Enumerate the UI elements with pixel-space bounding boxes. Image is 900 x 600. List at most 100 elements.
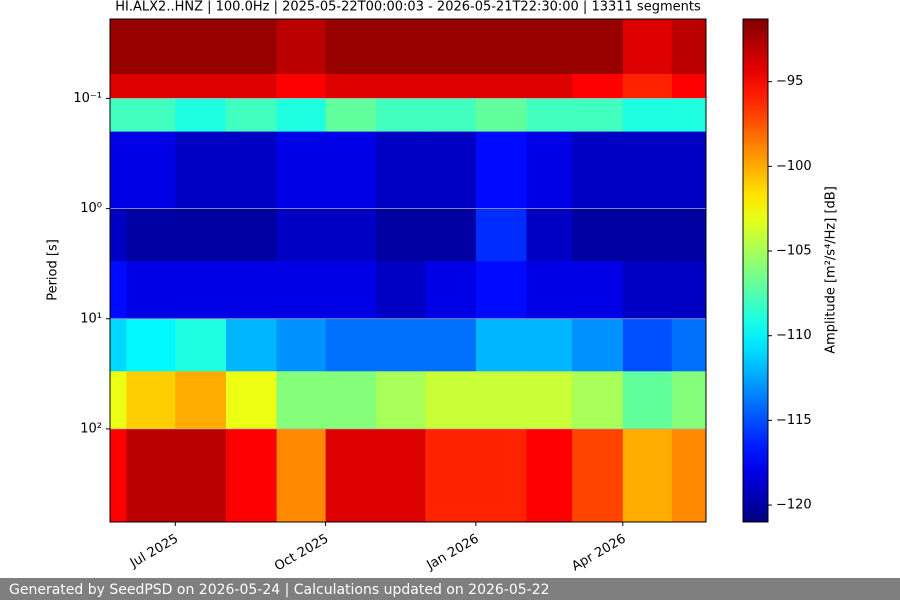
heatmap-cell: [475, 428, 527, 523]
heatmap-cell: [110, 261, 127, 320]
heatmap-cell: [671, 74, 707, 99]
heatmap-cell: [526, 98, 573, 133]
heatmap-cell: [325, 318, 377, 372]
heatmap-cell: [376, 74, 426, 99]
heatmap-cell: [572, 208, 624, 262]
heatmap-cell: [376, 318, 426, 372]
heatmap-cell: [526, 19, 573, 75]
heatmap-cell: [526, 131, 573, 210]
heatmap-cell: [622, 131, 673, 210]
heatmap-cell: [225, 19, 278, 75]
heatmap-cell: [110, 98, 127, 133]
heatmap-cell: [425, 371, 477, 430]
colorbar-label: Amplitude [m²/s⁴/Hz] [dB]: [824, 186, 839, 354]
heatmap-cell: [425, 428, 477, 523]
heatmap-cell: [671, 98, 707, 133]
heatmap-cell: [425, 98, 477, 133]
heatmap-cell: [572, 371, 624, 430]
heatmap-cell: [425, 208, 477, 262]
colorbar-tick-label: −100: [776, 159, 812, 174]
heatmap-cell: [325, 74, 377, 99]
y-axis-label: Period [s]: [46, 239, 61, 301]
heatmap-cell: [126, 131, 176, 210]
heatmap-cell: [175, 428, 227, 523]
heatmap-cell: [225, 318, 278, 372]
y-tick-label: 10¹: [80, 311, 102, 326]
heatmap-cell: [126, 19, 176, 75]
heatmap-cell: [622, 74, 673, 99]
colorbar-tick-label: −120: [776, 498, 812, 513]
heatmap-cell: [622, 318, 673, 372]
heatmap-cell: [325, 371, 377, 430]
footer-bar: [0, 578, 900, 600]
heatmap-cell: [126, 428, 176, 523]
y-tick-label: 10⁻¹: [73, 91, 102, 106]
heatmap-cell: [671, 19, 707, 75]
colorbar: [742, 18, 769, 523]
heatmap-cell: [572, 98, 624, 133]
heatmap-cell: [475, 74, 527, 99]
heatmap-cell: [376, 371, 426, 430]
heatmap-cell: [671, 208, 707, 262]
colorbar-tick-label: −110: [776, 328, 812, 343]
chart-title: HI.ALX2..HNZ | 100.0Hz | 2025-05-22T00:0…: [115, 0, 701, 15]
heatmap-cell: [110, 131, 127, 210]
colorbar-tick-label: −95: [776, 74, 803, 89]
heatmap-cell: [175, 208, 227, 262]
heatmap-cell: [110, 19, 127, 75]
heatmap-cell: [475, 98, 527, 133]
heatmap-cell: [671, 131, 707, 210]
heatmap-cell: [325, 131, 377, 210]
heatmap-cell: [526, 428, 573, 523]
heatmap-cell: [622, 371, 673, 430]
heatmap-cell: [276, 131, 327, 210]
heatmap-cell: [425, 74, 477, 99]
heatmap-cell: [475, 131, 527, 210]
heatmap-cell: [276, 98, 327, 133]
heatmap-cell: [110, 318, 127, 372]
heatmap-cell: [526, 74, 573, 99]
heatmap-cell: [225, 428, 278, 523]
heatmap-cell: [572, 318, 624, 372]
heatmap-cell: [526, 208, 573, 262]
heatmap-cell: [376, 98, 426, 133]
heatmap-cell: [175, 19, 227, 75]
heatmap-cell: [225, 98, 278, 133]
x-tick-label: Jul 2025: [127, 532, 181, 572]
x-tick-label: Apr 2026: [569, 532, 628, 575]
heatmap-cell: [126, 208, 176, 262]
heatmap-cell: [225, 74, 278, 99]
plot-frame: [109, 18, 707, 523]
heatmap-cell: [475, 261, 527, 320]
heatmap-cell: [225, 261, 278, 320]
heatmap-cell: [526, 318, 573, 372]
heatmap-cell: [276, 208, 327, 262]
heatmap-cell: [175, 371, 227, 430]
heatmap-cell: [526, 261, 573, 320]
heatmap-cell: [475, 208, 527, 262]
heatmap-cell: [376, 428, 426, 523]
heatmap-cell: [325, 19, 377, 75]
heatmap-cell: [475, 318, 527, 372]
heatmap-cell: [376, 261, 426, 320]
heatmap-cell: [475, 19, 527, 75]
heatmap-cell: [671, 371, 707, 430]
heatmap-cell: [126, 74, 176, 99]
heatmap-cell: [622, 19, 673, 75]
heatmap-cell: [572, 261, 624, 320]
heatmap-cell: [175, 261, 227, 320]
heatmap-cell: [572, 74, 624, 99]
heatmap-cell: [175, 318, 227, 372]
heatmap-cell: [526, 371, 573, 430]
heatmap-cell: [325, 428, 377, 523]
heatmap-cell: [622, 261, 673, 320]
heatmap-cell: [325, 98, 377, 133]
heatmap-cell: [671, 318, 707, 372]
heatmap-cell: [325, 261, 377, 320]
heatmap-cell: [671, 428, 707, 523]
heatmap-cell: [276, 428, 327, 523]
heatmap-cell: [225, 371, 278, 430]
heatmap-cell: [671, 261, 707, 320]
y-tick-label: 10²: [80, 421, 102, 436]
